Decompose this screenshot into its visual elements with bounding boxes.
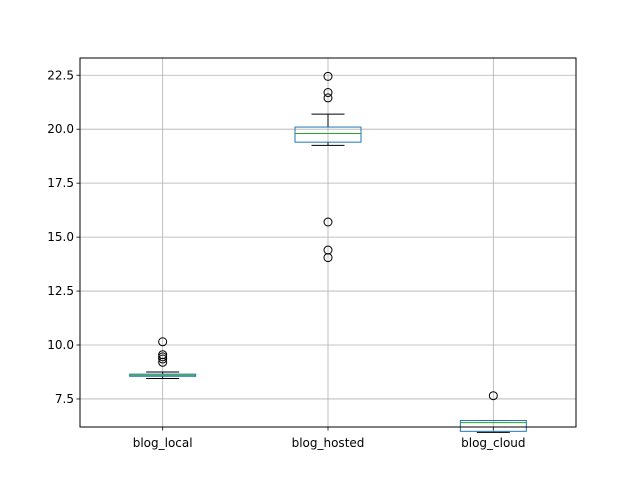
grid-lines — [80, 58, 576, 427]
box-iqr — [459, 420, 527, 432]
y-tick-label: 22.5 — [47, 68, 74, 82]
outlier-point — [323, 253, 333, 263]
outlier-point — [323, 217, 333, 227]
y-tick-label: 12.5 — [47, 284, 74, 298]
outlier-point — [158, 337, 168, 347]
outlier-point — [323, 71, 333, 81]
x-tick-label: blog_local — [133, 436, 193, 450]
x-tick-label: blog_hosted — [292, 436, 365, 450]
box-group — [459, 391, 527, 433]
x-axis: blog_local blog_hosted blog_cloud — [133, 427, 526, 450]
outlier-point — [323, 88, 333, 98]
x-tick-label: blog_cloud — [461, 436, 525, 450]
y-tick-label: 15.0 — [47, 230, 74, 244]
y-axis: 7.5 10.0 12.5 15.0 17.5 20.0 22.5 — [47, 68, 80, 406]
box-group — [129, 337, 197, 379]
outlier-point — [488, 391, 498, 401]
outlier-point — [158, 357, 168, 367]
box-group — [294, 71, 362, 263]
y-tick-label: 7.5 — [55, 392, 74, 406]
outlier-point — [158, 352, 168, 362]
box-iqr — [294, 126, 362, 143]
box-series — [129, 71, 527, 433]
y-tick-label: 17.5 — [47, 176, 74, 190]
outlier-point — [323, 93, 333, 103]
y-tick-label: 20.0 — [47, 122, 74, 136]
outlier-point — [158, 354, 168, 364]
y-tick-label: 10.0 — [47, 338, 74, 352]
